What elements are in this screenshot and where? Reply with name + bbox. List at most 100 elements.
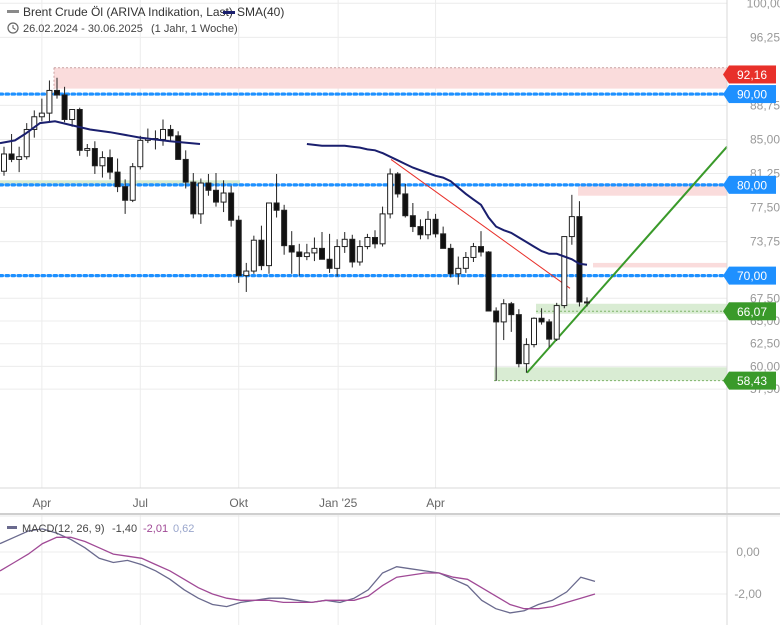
candle: [228, 185, 235, 227]
candle: [281, 204, 288, 255]
resistance-zone: [593, 262, 727, 268]
level-label: 70,00: [723, 266, 776, 285]
candle: [417, 219, 424, 240]
candle: [76, 107, 83, 156]
signal-value: -2,01: [143, 523, 168, 535]
candle: [319, 232, 325, 260]
macd-series-macd: [0, 528, 596, 614]
candle-body-up: [220, 192, 227, 203]
level-label-box: [729, 85, 776, 104]
level-label: 80,00: [723, 175, 776, 194]
candle-body-up: [531, 317, 537, 346]
candle-body-up: [356, 246, 363, 263]
candle-body-up: [23, 128, 30, 158]
candle-body-down: [538, 317, 545, 323]
candle-body-up: [84, 148, 91, 151]
candle-body-down: [228, 192, 235, 221]
candle-body-down: [182, 158, 189, 183]
candle: [462, 252, 469, 273]
x-tick-label: Apr: [426, 496, 445, 510]
candle: [538, 308, 545, 325]
level-label: 90,00: [723, 85, 776, 104]
candle-body-down: [296, 251, 303, 258]
date-range: 26.02.2024 - 30.06.2025: [23, 23, 143, 35]
candle-body-up: [455, 267, 462, 275]
candle: [31, 110, 38, 138]
candle-body-down: [485, 251, 492, 312]
candle-body-down: [235, 219, 242, 277]
x-tick-label: Okt: [229, 496, 248, 510]
chart-title: Brent Crude Öl (ARIVA Indikation, Last): [23, 5, 233, 19]
level-label-pointer: [723, 65, 729, 84]
candle-body-down: [319, 247, 325, 260]
candle-body-up: [69, 109, 76, 120]
candle-body-down: [122, 186, 129, 201]
candle: [190, 173, 197, 219]
level-label-box: [729, 175, 776, 194]
candle: [334, 239, 341, 277]
level-label: 92,16: [723, 65, 776, 84]
candle: [409, 202, 416, 233]
candle-body-up: [243, 270, 250, 277]
candle: [243, 262, 250, 292]
candle: [107, 149, 113, 180]
candle-body-up: [99, 157, 106, 167]
levels: [0, 92, 729, 278]
macd-y-tick: -2,00: [734, 587, 762, 601]
level-label-pointer: [723, 371, 729, 390]
candle-body-down: [409, 215, 416, 228]
candle-body-down: [478, 246, 484, 253]
candle: [61, 86, 68, 123]
level-label: 58,43: [723, 371, 776, 390]
candle-body-up: [553, 305, 560, 340]
candle: [114, 158, 121, 193]
candle: [356, 240, 363, 266]
x-tick-label: Apr: [33, 496, 52, 510]
candle: [235, 215, 242, 283]
candle: [16, 146, 23, 173]
candle: [515, 309, 522, 368]
level-label: 66,07: [723, 302, 776, 321]
candle: [144, 128, 151, 144]
candle-body-up: [364, 236, 371, 248]
candles: [1, 77, 590, 381]
candle-body-down: [281, 209, 288, 247]
candle: [84, 143, 91, 157]
candle: [46, 80, 53, 122]
candle: [129, 163, 136, 203]
candle-body-up: [568, 216, 575, 238]
legend: Brent Crude Öl (ARIVA Indikation, Last) …: [7, 5, 284, 35]
candle-body-down: [213, 189, 219, 203]
price-legend-swatch: [7, 10, 19, 13]
level-label-text: 66,07: [737, 305, 767, 319]
candle-body-up: [160, 128, 166, 140]
candle: [531, 317, 537, 348]
candle-body-down: [394, 173, 401, 195]
candle: [500, 299, 507, 341]
candle-body-down: [432, 218, 439, 235]
candle-body-down: [167, 128, 174, 137]
candle-body-down: [417, 226, 424, 236]
candle: [455, 256, 462, 285]
candle-body-up: [197, 182, 204, 215]
support-zone: [494, 367, 727, 381]
y-tick-label: 96,25: [750, 30, 780, 44]
candle-body-up: [462, 256, 469, 269]
histogram-value: 0,62: [173, 523, 194, 535]
grid: [0, 0, 727, 625]
clock-icon: [7, 22, 19, 34]
candle-body-up: [561, 236, 568, 307]
candle-body-down: [107, 157, 113, 173]
macd-panel: [0, 528, 596, 614]
candle-body-up: [266, 202, 272, 267]
macd-title: MACD(12, 26, 9): [22, 523, 105, 535]
candle: [364, 233, 371, 250]
candle: [160, 119, 166, 146]
candle: [561, 236, 568, 309]
candle-body-down: [54, 89, 60, 96]
candle: [478, 231, 484, 257]
candle-body-up: [311, 247, 318, 254]
candle-body-up: [500, 303, 507, 323]
candle: [99, 151, 106, 178]
